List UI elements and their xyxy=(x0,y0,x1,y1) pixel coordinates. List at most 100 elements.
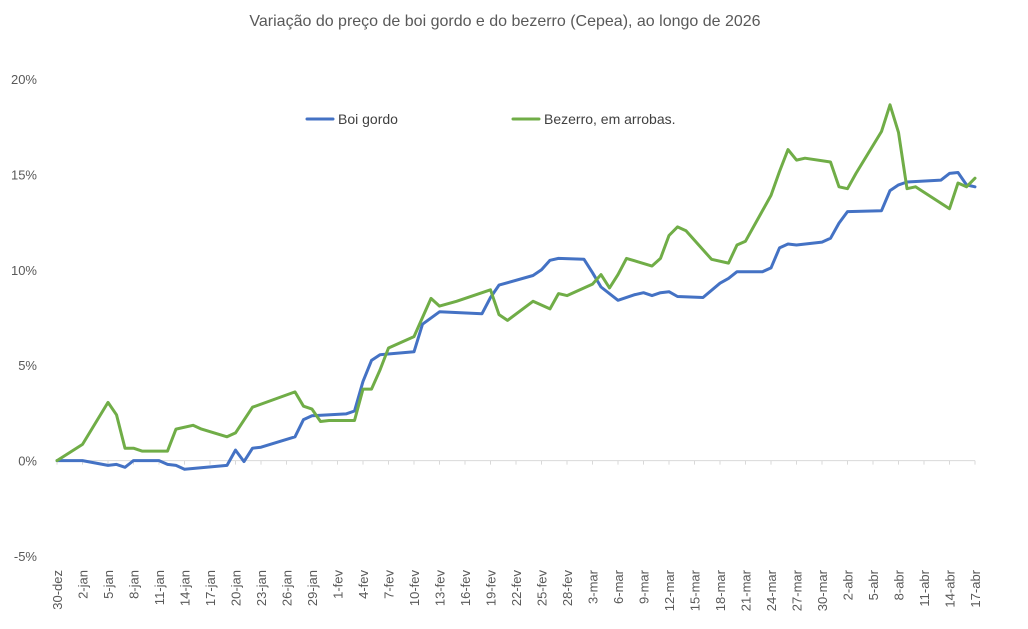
data-point-bezerro xyxy=(795,159,798,162)
data-point-bezerro xyxy=(489,288,492,291)
x-tick-label: 25-fev xyxy=(535,570,550,607)
x-tick-label: 1-fev xyxy=(331,570,346,599)
data-point-bezerro xyxy=(455,300,458,303)
data-point-boi-gordo xyxy=(260,446,263,449)
data-point-boi-gordo xyxy=(107,464,110,467)
data-point-bezerro xyxy=(608,287,611,290)
data-point-bezerro xyxy=(838,185,841,188)
data-point-bezerro xyxy=(659,257,662,260)
data-point-boi-gordo xyxy=(940,179,943,182)
data-point-bezerro xyxy=(676,226,679,229)
data-point-boi-gordo xyxy=(557,257,560,260)
data-point-bezerro xyxy=(668,234,671,237)
data-point-bezerro xyxy=(829,161,832,164)
data-point-boi-gordo xyxy=(787,243,790,246)
data-point-boi-gordo xyxy=(370,359,373,362)
data-point-bezerro xyxy=(251,406,254,409)
data-point-bezerro xyxy=(625,257,628,260)
x-tick-label: 27-mar xyxy=(790,569,805,611)
x-tick-label: 11-jan xyxy=(152,570,167,605)
data-point-bezerro xyxy=(413,335,416,338)
data-point-bezerro xyxy=(362,388,365,391)
data-point-bezerro xyxy=(532,300,535,303)
data-point-boi-gordo xyxy=(736,270,739,273)
data-point-bezerro xyxy=(506,319,509,322)
data-point-boi-gordo xyxy=(226,464,229,467)
chart-series xyxy=(55,103,977,471)
data-point-boi-gordo xyxy=(166,463,169,466)
data-point-boi-gordo xyxy=(115,463,118,466)
data-point-boi-gordo xyxy=(719,282,722,285)
data-point-bezerro xyxy=(591,283,594,286)
data-point-bezerro xyxy=(770,194,773,197)
data-point-boi-gordo xyxy=(617,299,620,302)
data-point-boi-gordo xyxy=(251,447,254,450)
data-point-bezerro xyxy=(727,262,730,265)
data-point-bezerro xyxy=(897,131,900,134)
x-tick-label: 29-jan xyxy=(305,570,320,606)
x-tick-label: 11-abr xyxy=(917,569,932,606)
x-tick-label: 8-abr xyxy=(892,569,907,600)
legend-label-bezerro: Bezerro, em arrobas. xyxy=(544,111,676,127)
data-point-bezerro xyxy=(600,273,603,276)
data-point-boi-gordo xyxy=(727,277,730,280)
data-point-bezerro xyxy=(710,258,713,261)
data-point-boi-gordo xyxy=(829,237,832,240)
data-point-bezerro xyxy=(81,443,84,446)
y-tick-label: -5% xyxy=(14,549,38,564)
data-point-bezerro xyxy=(889,103,892,106)
y-axis: -5% 0% 5% 10% 15% 20% xyxy=(11,72,37,564)
x-tick-label: 6-mar xyxy=(611,569,626,604)
x-tick-label: 2-abr xyxy=(841,569,856,600)
data-point-boi-gordo xyxy=(345,413,348,416)
data-point-bezerro xyxy=(685,229,688,232)
x-tick-label: 26-jan xyxy=(280,570,295,606)
x-tick-label: 8-jan xyxy=(127,570,142,599)
data-point-bezerro xyxy=(736,244,739,247)
data-point-bezerro xyxy=(651,265,654,268)
y-tick-label: 0% xyxy=(18,454,37,469)
data-point-boi-gordo xyxy=(413,350,416,353)
data-point-bezerro xyxy=(107,401,110,404)
x-tick-label: 5-abr xyxy=(866,569,881,600)
data-point-boi-gordo xyxy=(948,172,951,175)
chart-title: Variação do preço de boi gordo e do beze… xyxy=(249,13,760,30)
x-tick-label: 14-abr xyxy=(943,569,958,607)
data-point-bezerro xyxy=(226,435,229,438)
data-point-boi-gordo xyxy=(897,184,900,187)
data-point-bezerro xyxy=(948,207,951,210)
data-point-bezerro xyxy=(914,185,917,188)
data-point-bezerro xyxy=(132,447,135,450)
data-point-bezerro xyxy=(166,450,169,453)
data-point-bezerro xyxy=(311,408,314,411)
data-point-boi-gordo xyxy=(81,459,84,462)
x-tick-label: 12-mar xyxy=(662,569,677,611)
data-point-boi-gordo xyxy=(778,247,781,250)
data-point-bezerro xyxy=(906,187,909,190)
x-tick-label: 18-mar xyxy=(713,569,728,611)
y-tick-label: 10% xyxy=(11,263,37,278)
legend-label-boi-gordo: Boi gordo xyxy=(338,111,398,127)
data-point-boi-gordo xyxy=(132,459,135,462)
x-tick-label: 7-fev xyxy=(382,570,397,599)
x-tick-label: 30-dez xyxy=(50,570,65,610)
x-tick-label: 19-fev xyxy=(484,570,499,607)
data-point-bezerro xyxy=(498,313,501,316)
data-point-bezerro xyxy=(175,428,178,431)
data-point-bezerro xyxy=(379,369,382,372)
data-point-boi-gordo xyxy=(243,460,246,463)
chart-legend: Boi gordo Bezerro, em arrobas. xyxy=(305,111,676,127)
data-point-boi-gordo xyxy=(957,171,960,174)
data-point-bezerro xyxy=(115,413,118,416)
x-tick-label: 5-jan xyxy=(101,570,116,599)
data-point-boi-gordo xyxy=(770,267,773,270)
x-tick-label: 4-fev xyxy=(356,570,371,599)
data-point-boi-gordo xyxy=(498,284,501,287)
data-point-boi-gordo xyxy=(158,459,161,462)
data-point-boi-gordo xyxy=(311,414,314,417)
data-point-boi-gordo xyxy=(846,210,849,213)
data-point-bezerro xyxy=(880,130,883,133)
x-tick-label: 2-jan xyxy=(76,570,91,599)
data-point-boi-gordo xyxy=(974,185,977,188)
y-tick-label: 5% xyxy=(18,358,37,373)
